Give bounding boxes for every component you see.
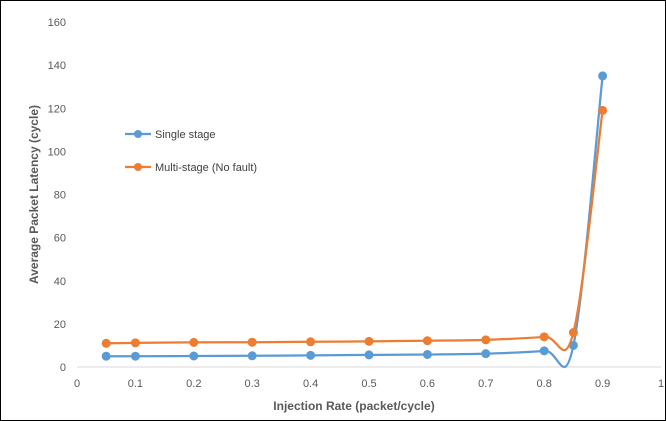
data-point (101, 351, 111, 361)
data-point (306, 337, 316, 347)
data-point (481, 335, 491, 345)
data-point (247, 351, 257, 361)
x-tick-label: 0.7 (478, 378, 493, 390)
series-line (106, 110, 604, 352)
y-tick-label: 140 (48, 60, 66, 72)
y-axis-title: Average Packet Latency (cycle) (27, 105, 41, 284)
data-point (364, 350, 374, 360)
x-tick-label: 0.8 (537, 378, 552, 390)
series-1 (101, 71, 608, 369)
plot-area (101, 71, 608, 369)
series-2 (101, 105, 608, 352)
y-tick-label: 100 (48, 146, 66, 158)
x-tick-label: 0.5 (361, 378, 376, 390)
y-tick-label: 40 (54, 276, 66, 288)
x-tick-label: 0.4 (303, 378, 318, 390)
y-tick-label: 80 (54, 190, 66, 202)
legend-label: Single stage (155, 129, 216, 141)
data-point (598, 105, 608, 115)
data-point (130, 338, 140, 348)
data-point (481, 349, 491, 359)
legend-label: Multi-stage (No fault) (155, 162, 257, 174)
data-point (306, 350, 316, 360)
x-tick-label: 0.9 (595, 378, 610, 390)
y-tick-label: 160 (48, 17, 66, 29)
data-point (247, 337, 257, 347)
x-tick-label: 0.1 (128, 378, 143, 390)
data-point (422, 336, 432, 346)
series-line (106, 75, 604, 369)
x-tick-label: 1 (658, 378, 664, 390)
legend-marker (134, 130, 142, 138)
y-tick-label: 0 (60, 362, 66, 374)
data-point (539, 332, 549, 342)
x-tick-label: 0.6 (420, 378, 435, 390)
data-point (189, 337, 199, 347)
x-axis-title: Injection Rate (packet/cycle) (273, 399, 434, 413)
y-tick-label: 60 (54, 233, 66, 245)
legend-item-2: Multi-stage (No fault) (125, 162, 257, 174)
x-tick-label: 0.3 (245, 378, 260, 390)
legend: Single stage Multi-stage (No fault) (125, 129, 257, 174)
legend-item-1: Single stage (125, 129, 216, 141)
legend-marker (134, 163, 142, 171)
data-point (130, 351, 140, 361)
data-point (422, 349, 432, 359)
data-point (539, 346, 549, 356)
data-point (568, 328, 578, 337)
data-point (364, 336, 374, 346)
y-tick-label: 20 (54, 319, 66, 331)
data-point (598, 71, 608, 81)
y-tick-label: 120 (48, 103, 66, 115)
data-point (189, 351, 199, 361)
x-tick-label: 0 (74, 378, 80, 390)
x-tick-label: 0.2 (186, 378, 201, 390)
data-point (101, 338, 111, 348)
